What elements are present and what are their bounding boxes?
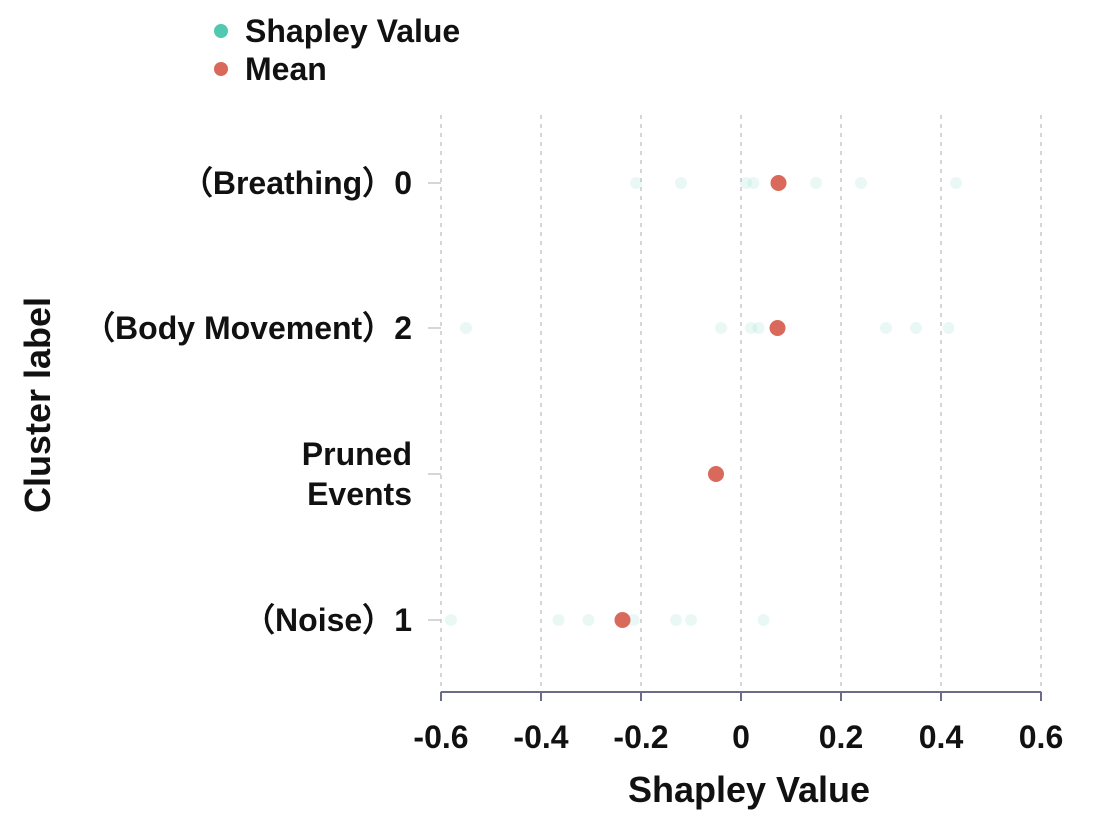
mean-point-2 bbox=[708, 466, 724, 482]
mean-point-3 bbox=[614, 612, 631, 628]
shapley-point-1-0 bbox=[460, 322, 472, 334]
x-tick-label-1: -0.4 bbox=[513, 719, 568, 755]
legend-marker-1 bbox=[214, 62, 228, 76]
y-tick-label-3-0: （Noise）1 bbox=[243, 602, 412, 638]
shapley-point-3-5 bbox=[685, 614, 697, 626]
shapley-point-0-3 bbox=[747, 177, 760, 189]
shapley-point-0-2 bbox=[740, 177, 752, 189]
shapley-point-0-1 bbox=[675, 177, 687, 189]
grid-lines bbox=[440, 115, 1042, 692]
legend-label-1: Mean bbox=[245, 51, 327, 87]
shapley-point-0-6 bbox=[950, 177, 962, 189]
x-axis: -0.6 -0.4 -0.2 0 0.2 0.4 0.6 bbox=[413, 691, 1063, 755]
y-tick-label-1-0: （Body Movement）2 bbox=[83, 310, 412, 346]
y-axis-tick-labels: （Breathing）0 （Body Movement）2 Pruned Events… bbox=[83, 165, 412, 638]
y-tick-label-0-0: （Breathing）0 bbox=[181, 165, 412, 201]
shapley-point-1-2 bbox=[745, 322, 757, 334]
shapley-point-3-0 bbox=[445, 614, 457, 626]
shapley-point-3-1 bbox=[552, 614, 565, 626]
shapley-point-1-6 bbox=[942, 322, 955, 334]
x-tick-label-6: 0.6 bbox=[1019, 719, 1063, 755]
y-tick-label-2-1: Events bbox=[307, 476, 412, 512]
shapley-points bbox=[445, 177, 962, 626]
y-axis-tick-marks bbox=[428, 182, 441, 621]
x-tick-label-4: 0.2 bbox=[819, 719, 863, 755]
shapley-point-3-6 bbox=[757, 614, 770, 626]
x-axis-title: Shapley Value bbox=[628, 769, 870, 810]
mean-point-1 bbox=[769, 320, 786, 336]
shapley-point-3-3 bbox=[627, 614, 640, 626]
y-axis-title: Cluster label bbox=[17, 297, 58, 513]
shapley-point-0-5 bbox=[855, 177, 867, 189]
shapley-point-3-2 bbox=[582, 614, 595, 626]
x-tick-label-5: 0.4 bbox=[919, 719, 964, 755]
y-tick-label-2-0: Pruned bbox=[302, 436, 412, 472]
x-tick-label-2: -0.2 bbox=[613, 719, 668, 755]
mean-points bbox=[614, 175, 787, 628]
shapley-point-1-4 bbox=[880, 322, 892, 334]
shapley-point-1-1 bbox=[715, 322, 727, 334]
x-tick-label-0: -0.6 bbox=[413, 719, 468, 755]
legend-marker-0 bbox=[214, 24, 228, 38]
mean-point-0 bbox=[770, 175, 787, 191]
x-tick-label-3: 0 bbox=[732, 719, 750, 755]
legend-label-0: Shapley Value bbox=[245, 13, 460, 49]
shapley-point-1-5 bbox=[910, 322, 922, 334]
shapley-point-0-4 bbox=[810, 177, 822, 189]
shapley-point-0-0 bbox=[630, 177, 642, 189]
shapley-point-1-3 bbox=[752, 322, 765, 334]
shapley-point-3-4 bbox=[670, 614, 682, 626]
